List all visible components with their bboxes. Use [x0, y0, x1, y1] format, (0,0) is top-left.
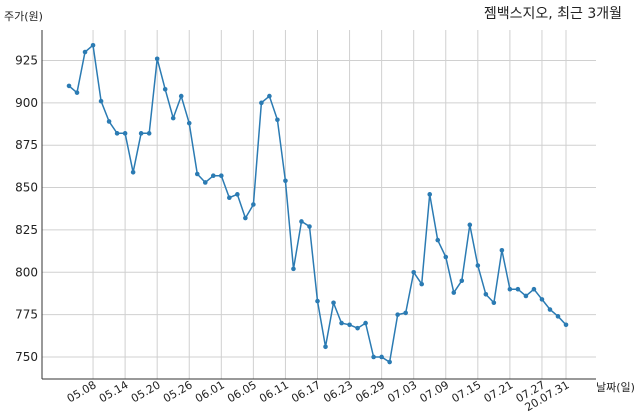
- y-tick-label: 925: [15, 53, 38, 67]
- x-tick-label: 05.08: [65, 378, 99, 405]
- data-point: [507, 286, 513, 292]
- data-point: [411, 269, 416, 275]
- data-point: [347, 322, 352, 328]
- x-tick-label: 06.01: [193, 378, 227, 405]
- x-tick-label: 05.14: [97, 378, 131, 405]
- x-tick-label: 06.11: [257, 378, 291, 405]
- x-tick-label: 07.09: [417, 378, 451, 405]
- data-point: [283, 178, 288, 184]
- y-axis-label: 주가(원): [4, 10, 43, 23]
- data-point: [235, 192, 240, 197]
- data-point: [251, 202, 256, 207]
- data-point: [419, 281, 425, 287]
- data-point: [219, 173, 224, 178]
- series-layer: [66, 42, 569, 365]
- data-point: [267, 93, 272, 99]
- x-tick-label: 07.03: [385, 378, 419, 405]
- data-point: [371, 354, 376, 360]
- data-point: [403, 310, 408, 316]
- data-point: [210, 173, 216, 178]
- data-point: [307, 224, 312, 229]
- y-tick-label: 900: [15, 96, 38, 110]
- x-tick-label: 07.21: [482, 378, 516, 405]
- data-point: [66, 83, 72, 89]
- labels: 주가(원) 젬백스지오, 최근 3개월 날짜(일) 750 775 800 825 85…: [4, 6, 635, 414]
- data-point: [186, 120, 192, 126]
- axes: [41, 30, 596, 380]
- data-point: [74, 90, 80, 95]
- data-point: [146, 131, 152, 136]
- data-point: [443, 254, 449, 260]
- data-point: [395, 312, 400, 317]
- data-point: [130, 170, 136, 175]
- data-point: [106, 119, 112, 124]
- data-point: [138, 131, 144, 136]
- data-point: [459, 278, 465, 284]
- data-point: [451, 290, 457, 295]
- x-tick-label: 05.26: [161, 378, 195, 405]
- x-axis-label: 날짜(일): [596, 380, 635, 394]
- data-point: [331, 300, 336, 306]
- data-point: [122, 131, 128, 136]
- data-point: [563, 322, 569, 328]
- chart-title: 젬백스지오, 최근 3개월: [484, 6, 622, 22]
- data-point: [483, 291, 489, 297]
- data-point: [379, 354, 384, 360]
- data-point: [515, 286, 521, 292]
- data-point: [531, 286, 537, 292]
- data-point: [499, 247, 505, 253]
- data-point: [555, 314, 561, 319]
- y-tick-label: 850: [15, 181, 38, 195]
- data-point: [98, 98, 104, 104]
- y-tick-label: 875: [15, 138, 38, 152]
- x-tick-label: 05.20: [129, 378, 163, 405]
- y-tick-label: 800: [15, 265, 38, 279]
- data-point: [523, 293, 529, 299]
- data-point: [539, 297, 545, 302]
- grid: [42, 30, 596, 379]
- data-point: [435, 237, 441, 243]
- data-point: [467, 222, 473, 228]
- data-point: [387, 359, 392, 365]
- data-point: [162, 86, 168, 92]
- data-point: [243, 215, 248, 221]
- data-point: [82, 49, 88, 55]
- data-point: [202, 180, 208, 185]
- data-point: [475, 263, 481, 268]
- data-point: [491, 300, 497, 306]
- data-point: [323, 344, 328, 350]
- data-point: [275, 117, 280, 123]
- data-point: [339, 320, 344, 326]
- y-tick-label: 825: [15, 223, 38, 237]
- x-tick-label: 07.15: [450, 378, 484, 405]
- data-point: [114, 131, 120, 136]
- x-tick-label: 06.29: [353, 378, 387, 405]
- data-point: [194, 171, 200, 177]
- x-tick-label: 06.05: [225, 378, 259, 405]
- data-point: [299, 219, 304, 224]
- x-tick-label: 06.17: [289, 378, 323, 405]
- y-tick-label: 750: [15, 350, 38, 364]
- data-point: [291, 266, 296, 272]
- data-point: [355, 325, 360, 331]
- data-point: [154, 56, 160, 62]
- data-point: [227, 195, 232, 201]
- data-point: [427, 192, 433, 197]
- data-point: [547, 307, 553, 312]
- data-point: [315, 298, 320, 304]
- data-point: [170, 115, 176, 121]
- x-tick-label: 06.23: [321, 378, 355, 405]
- data-point: [178, 93, 184, 99]
- y-tick-label: 775: [15, 308, 38, 322]
- data-point: [363, 320, 368, 326]
- data-point: [259, 100, 264, 106]
- data-point: [90, 42, 96, 48]
